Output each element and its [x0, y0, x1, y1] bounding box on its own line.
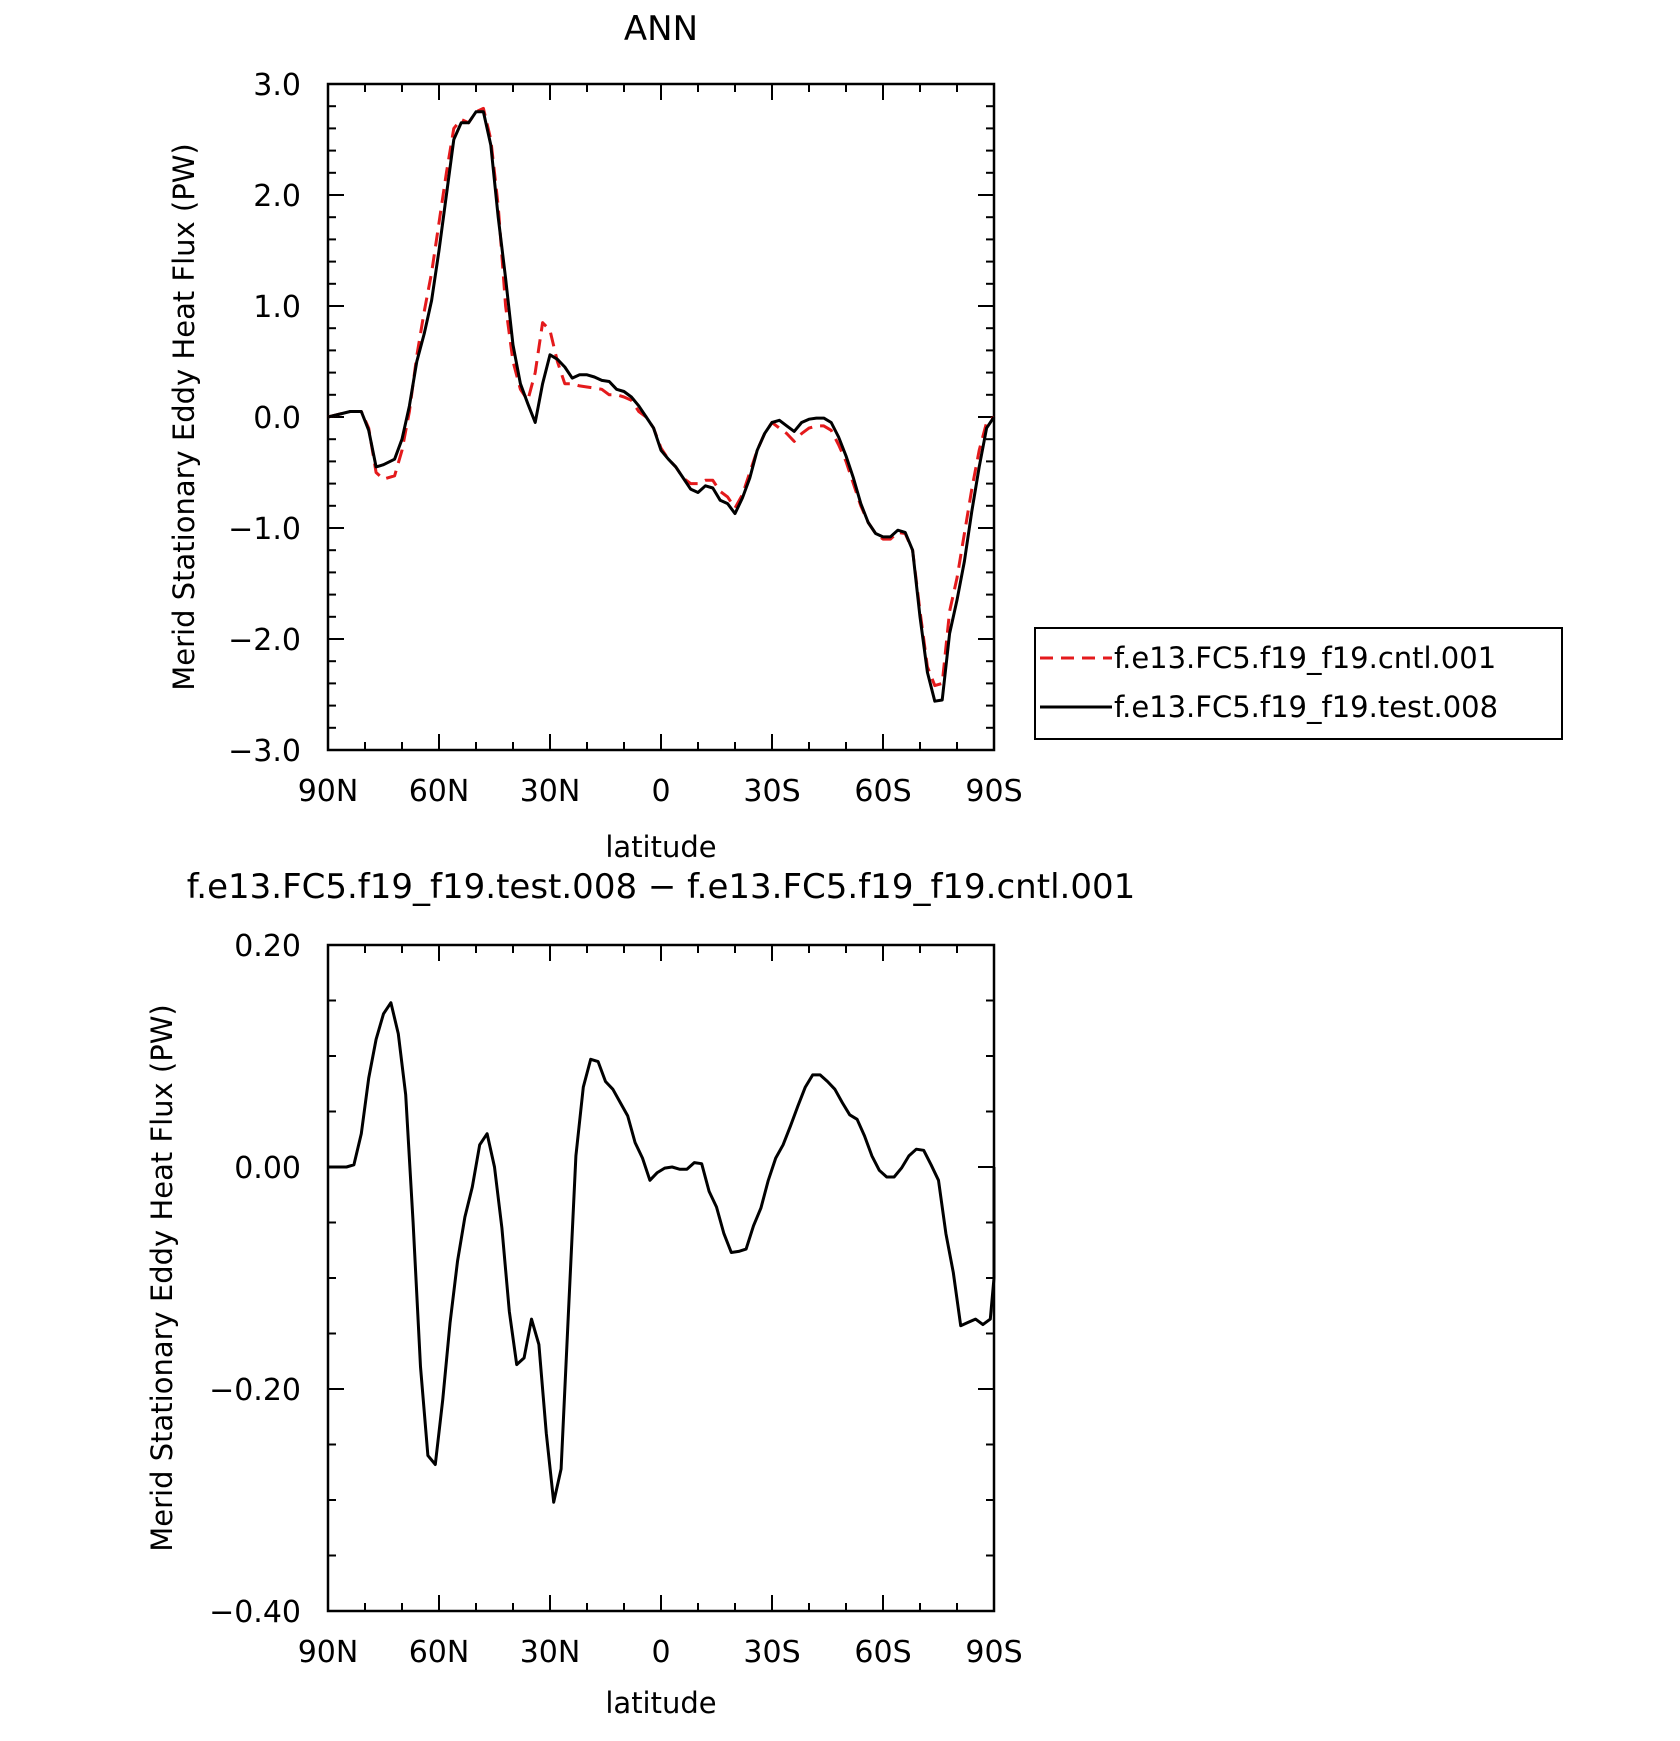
bottom-series-line-0 — [328, 1001, 996, 1504]
top-series-lines — [327, 106, 996, 703]
top-x-tick-label: 30N — [520, 774, 581, 809]
bottom-y-tick-label: 0.20 — [234, 929, 301, 964]
top-x-tick-label: 0 — [651, 774, 670, 809]
top-series-line-0 — [327, 106, 995, 688]
bottom-plot-frame — [326, 943, 996, 1613]
bottom-panel-title: f.e13.FC5.f19_f19.test.008 − f.e13.FC5.f… — [187, 867, 1135, 907]
bottom-y-tick-label: −0.20 — [209, 1373, 301, 1408]
top-y-tick-labels: 3.0 2.0 1.0 0.0 −1.0 −2.0 −3.0 — [228, 68, 301, 769]
bottom-x-tick-label: 60N — [409, 1635, 470, 1670]
bottom-panel: f.e13.FC5.f19_f19.test.008 − f.e13.FC5.f… — [145, 867, 1135, 1720]
bottom-series-lines — [328, 1001, 996, 1504]
bottom-y-axis-label: Merid Stationary Eddy Heat Flux (PW) — [145, 1004, 179, 1551]
bottom-ticks — [327, 944, 995, 1612]
legend: f.e13.FC5.f19_f19.cntl.001 f.e13.FC5.f19… — [1034, 627, 1563, 740]
legend-label-cntl: f.e13.FC5.f19_f19.cntl.001 — [1114, 641, 1496, 675]
bottom-x-tick-label: 30S — [743, 1635, 800, 1670]
bottom-x-tick-label: 30N — [520, 1635, 581, 1670]
top-y-tick-label: 2.0 — [253, 179, 301, 214]
top-x-tick-label: 60N — [409, 774, 470, 809]
top-x-tick-label: 90N — [298, 774, 359, 809]
legend-label-test: f.e13.FC5.f19_f19.test.008 — [1114, 690, 1498, 724]
top-x-tick-label: 30S — [743, 774, 800, 809]
top-x-tick-labels: 90N 60N 30N 0 30S 60S 90S — [298, 774, 1023, 809]
top-y-tick-label: −2.0 — [228, 623, 301, 658]
top-y-tick-label: 0.0 — [253, 401, 301, 436]
bottom-x-tick-label: 60S — [854, 1635, 911, 1670]
bottom-y-tick-labels: 0.20 0.00 −0.20 −0.40 — [209, 929, 301, 1630]
top-series-line-1 — [327, 110, 996, 703]
top-y-tick-label: 1.0 — [253, 290, 301, 325]
top-x-axis-label: latitude — [605, 830, 716, 864]
top-panel: ANN 90N 60N 30N 0 30S 60S 90S 3.0 2.0 1.0 0.0 −1.0… — [167, 9, 1023, 864]
bottom-x-axis-label: latitude — [605, 1686, 716, 1720]
bottom-x-tick-label: 90S — [965, 1635, 1022, 1670]
bottom-x-tick-labels: 90N 60N 30N 0 30S 60S 90S — [298, 1635, 1023, 1670]
top-ticks — [327, 83, 995, 751]
top-y-axis-label: Merid Stationary Eddy Heat Flux (PW) — [167, 143, 201, 690]
top-y-tick-label: −3.0 — [228, 734, 301, 769]
top-panel-title: ANN — [624, 9, 698, 49]
top-x-tick-label: 60S — [854, 774, 911, 809]
top-plot-frame — [326, 82, 996, 752]
bottom-x-tick-label: 0 — [651, 1635, 670, 1670]
bottom-y-tick-label: −0.40 — [209, 1595, 301, 1630]
bottom-y-tick-label: 0.00 — [234, 1151, 301, 1186]
top-x-tick-label: 90S — [965, 774, 1022, 809]
legend-box — [1034, 627, 1563, 740]
top-y-tick-label: 3.0 — [253, 68, 301, 103]
top-y-tick-label: −1.0 — [228, 512, 301, 547]
bottom-x-tick-label: 90N — [298, 1635, 359, 1670]
